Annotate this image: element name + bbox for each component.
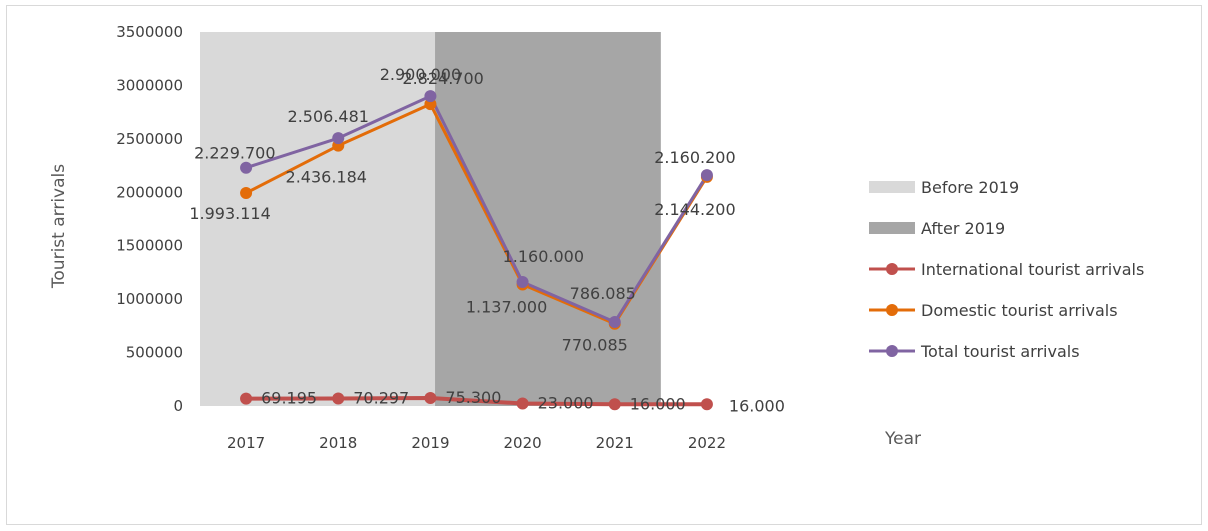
x-axis-title: Year xyxy=(884,429,921,449)
y-tick-label: 0 xyxy=(173,397,183,415)
data-label: 786.085 xyxy=(570,284,636,303)
legend-marker xyxy=(886,263,898,275)
region-before-2019 xyxy=(200,32,436,406)
data-label: 2.506.481 xyxy=(288,107,369,126)
x-tick-label: 2017 xyxy=(227,434,265,452)
x-tick-label: 2019 xyxy=(411,434,449,452)
x-tick-label: 2021 xyxy=(596,434,634,452)
series-line-international-tourist-arrivals xyxy=(246,395,707,407)
data-point xyxy=(332,392,345,405)
data-point xyxy=(332,132,345,145)
series-points xyxy=(240,90,713,411)
series-lines xyxy=(245,94,709,407)
data-labels: 69.195 70.297 75.300 23.000 16.000 16.000 1.99… xyxy=(189,65,785,415)
x-tick-label: 2020 xyxy=(503,434,541,452)
legend: Before 2019 After 2019 International touri… xyxy=(869,178,1144,361)
y-tick-label: 1000000 xyxy=(116,290,183,308)
data-point xyxy=(516,397,529,410)
series-line-total-tourist-arrivals xyxy=(245,94,709,324)
data-label: 2.229.700 xyxy=(194,144,275,163)
x-tick-label: 2018 xyxy=(319,434,357,452)
data-point xyxy=(608,398,621,411)
data-label: 23.000 xyxy=(538,394,594,413)
data-label: 2.824.700 xyxy=(402,69,483,88)
data-label: 16.000 xyxy=(630,394,686,413)
legend-marker xyxy=(886,345,898,357)
data-label: 2.144.200 xyxy=(654,200,735,219)
y-tick-label: 2500000 xyxy=(116,130,183,148)
region-after-2019 xyxy=(435,32,661,406)
data-point xyxy=(424,90,437,103)
x-tick-label: 2022 xyxy=(688,434,726,452)
data-label: 69.195 xyxy=(261,389,317,408)
x-axis-ticks: 2017 2018 2019 2020 2021 2022 xyxy=(227,434,726,452)
data-label: 770.085 xyxy=(562,336,628,355)
data-label: 1.160.000 xyxy=(503,247,584,266)
y-axis-title: Tourist arrivals xyxy=(49,164,69,289)
data-label: 2.436.184 xyxy=(286,168,367,187)
y-tick-label: 500000 xyxy=(126,344,183,362)
data-point xyxy=(516,276,529,289)
y-tick-label: 2000000 xyxy=(116,183,183,201)
line-chart: 0 500000 1000000 1500000 2000000 2500000 30000… xyxy=(49,23,1144,452)
y-tick-label: 3500000 xyxy=(116,23,183,41)
data-point xyxy=(700,169,713,182)
legend-swatch xyxy=(869,181,915,193)
legend-label: Total tourist arrivals xyxy=(920,342,1080,361)
data-label: 2.160.200 xyxy=(654,148,735,167)
y-tick-label: 3000000 xyxy=(116,76,183,94)
data-point xyxy=(424,391,437,404)
chart-frame: 0 500000 1000000 1500000 2000000 2500000 30000… xyxy=(6,5,1202,525)
data-label: 70.297 xyxy=(353,388,409,407)
y-tick-label: 1500000 xyxy=(116,237,183,255)
legend-label: Before 2019 xyxy=(921,178,1019,197)
data-label: 75.300 xyxy=(445,388,501,407)
legend-item-international-tourist-arrivals: International tourist arrivals xyxy=(869,260,1144,279)
data-point xyxy=(240,161,253,174)
y-axis-ticks: 0 500000 1000000 1500000 2000000 2500000 30000… xyxy=(116,23,183,415)
legend-item-after-2019: After 2019 xyxy=(869,219,1005,238)
legend-label: After 2019 xyxy=(921,219,1005,238)
legend-marker xyxy=(886,304,898,316)
legend-swatch xyxy=(869,222,915,234)
data-label: 2.900.000 xyxy=(380,65,461,84)
data-point xyxy=(700,398,713,411)
legend-label: International tourist arrivals xyxy=(921,260,1144,279)
shaded-regions xyxy=(200,32,661,406)
legend-item-total-tourist-arrivals: Total tourist arrivals xyxy=(869,342,1080,361)
data-label: 1.993.114 xyxy=(189,204,270,223)
data-point xyxy=(240,392,253,405)
legend-label: Domestic tourist arrivals xyxy=(921,301,1118,320)
data-point xyxy=(240,187,253,200)
data-point xyxy=(608,316,621,329)
legend-item-before-2019: Before 2019 xyxy=(869,178,1019,197)
data-label: 16.000 xyxy=(729,396,785,415)
data-label: 1.137.000 xyxy=(466,298,547,317)
legend-item-domestic-tourist-arrivals: Domestic tourist arrivals xyxy=(869,301,1118,320)
